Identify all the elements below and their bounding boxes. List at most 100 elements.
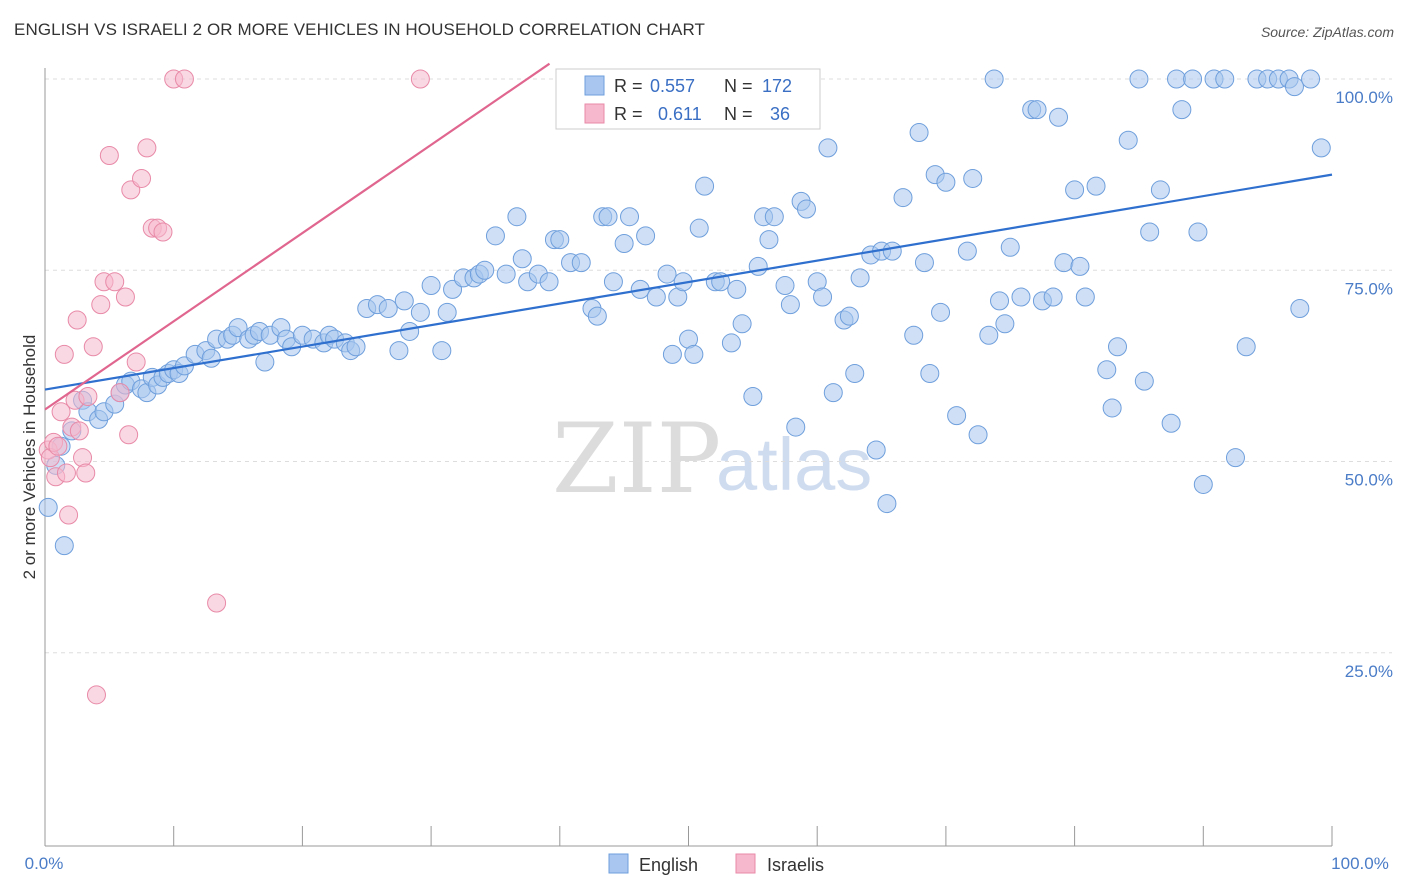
y-tick-label: 50.0%: [1345, 471, 1393, 490]
english-point: [1086, 176, 1106, 196]
english-point: [1301, 69, 1321, 89]
english-point: [813, 287, 833, 307]
english-point: [839, 306, 859, 326]
english-point: [936, 172, 956, 192]
english-point: [475, 260, 495, 280]
english-point: [957, 241, 977, 261]
stats-english-swatch: [584, 75, 605, 96]
israeli-point: [207, 593, 227, 613]
israeli-point: [83, 337, 103, 357]
english-point: [1108, 337, 1127, 357]
english-point: [1311, 138, 1331, 158]
israeli-point: [153, 222, 173, 242]
english-point: [920, 364, 940, 384]
english-point: [866, 440, 886, 460]
y-axis-title: 2 or more Vehicles in Household: [20, 335, 39, 580]
english-point: [1054, 253, 1074, 273]
english-point: [378, 299, 398, 318]
english-point: [1129, 69, 1149, 89]
israeli-point: [76, 463, 96, 483]
english-point: [823, 383, 843, 403]
english-point: [1236, 337, 1256, 357]
legend-english-label: English: [639, 855, 698, 875]
israeli-point: [137, 138, 157, 158]
english-point: [990, 291, 1010, 311]
english-point: [947, 406, 967, 426]
english-point: [775, 276, 795, 296]
israeli-point: [69, 421, 89, 441]
israeli-point: [174, 69, 194, 89]
stats-english-n-label: N =: [724, 76, 753, 96]
english-point: [1150, 180, 1170, 200]
israeli-point: [67, 310, 87, 330]
grid-lines: [45, 78, 1392, 654]
english-point: [421, 276, 441, 296]
stats-english-r-value: 0.557: [650, 76, 695, 96]
english-point: [1166, 69, 1186, 89]
english-point: [255, 352, 275, 372]
stats-box: R = 0.557 N = 172 R = 0.611 N = 36: [555, 68, 821, 130]
israeli-point: [105, 272, 125, 292]
israeli-point: [51, 402, 71, 422]
y-tick-label: 100.0%: [1335, 88, 1393, 107]
english-point: [437, 302, 457, 322]
israeli-point: [132, 168, 152, 188]
watermark-atlas: atlas: [716, 423, 872, 506]
english-point: [904, 325, 924, 345]
english-point: [1075, 287, 1095, 307]
legend-english-swatch: [608, 853, 629, 874]
english-point: [968, 425, 988, 445]
english-point: [796, 199, 816, 219]
israeli-point: [410, 69, 430, 89]
english-point: [931, 302, 951, 322]
english-point: [598, 207, 618, 227]
english-point: [1140, 222, 1160, 242]
israeli-point: [59, 505, 79, 525]
english-point: [512, 249, 532, 269]
y-tick-label: 25.0%: [1345, 662, 1393, 681]
english-point: [1161, 413, 1181, 433]
legend-israelis-swatch: [735, 853, 756, 874]
israeli-point: [99, 146, 119, 165]
english-point: [1183, 69, 1203, 89]
y-tick-labels: 100.0% 75.0% 50.0% 25.0%: [1335, 88, 1393, 681]
english-point: [1215, 69, 1235, 89]
english-point: [603, 272, 623, 292]
english-point: [877, 494, 897, 514]
english-point: [909, 123, 929, 143]
english-point: [550, 230, 570, 250]
english-point: [689, 218, 709, 238]
english-point: [759, 230, 779, 250]
english-point: [727, 279, 747, 299]
english-point: [389, 341, 409, 361]
stats-israeli-r-label: R =: [614, 104, 643, 124]
stats-israeli-swatch: [584, 103, 605, 124]
english-point: [1070, 256, 1090, 276]
english-point: [1118, 130, 1138, 150]
israeli-point: [115, 287, 135, 307]
english-point: [684, 344, 704, 364]
english-point: [614, 233, 634, 253]
english-point: [850, 268, 870, 288]
english-point: [620, 207, 640, 227]
english-point: [1027, 100, 1047, 120]
english-point: [748, 256, 768, 276]
english-point: [995, 314, 1015, 334]
english-point: [587, 306, 607, 326]
israeli-trend-line: [44, 62, 551, 411]
english-point: [1000, 237, 1020, 257]
english-point: [496, 264, 516, 284]
english-point: [780, 295, 800, 315]
english-point: [346, 337, 366, 357]
x-tick-marks: [44, 826, 1333, 846]
israeli-point: [91, 295, 111, 315]
israeli-point: [56, 463, 76, 483]
english-point: [1102, 398, 1122, 418]
english-point: [410, 302, 430, 322]
stats-israeli-n-label: N =: [724, 104, 753, 124]
english-point: [1049, 107, 1069, 127]
english-point: [1011, 287, 1031, 307]
english-point: [732, 314, 752, 334]
english-point: [54, 536, 74, 556]
english-point: [786, 417, 806, 437]
